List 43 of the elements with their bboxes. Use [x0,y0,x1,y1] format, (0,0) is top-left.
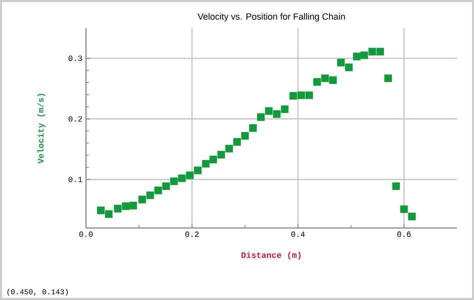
point [257,113,265,121]
y-axis-title: Velocity (m/s) [37,94,46,164]
point [178,174,186,182]
point [217,150,225,158]
point [154,186,162,194]
point [241,132,249,140]
point [384,74,392,82]
point [273,110,281,118]
point [376,48,384,56]
point [400,205,408,214]
point [265,107,273,115]
point [186,171,194,180]
x-axis-title: Distance (m) [242,252,301,260]
point [305,91,313,100]
point [114,204,122,212]
point [97,206,105,214]
point [249,124,257,132]
point [209,156,218,164]
point [194,166,202,174]
point [392,182,400,190]
point [280,105,289,114]
point [313,78,321,86]
point [297,91,305,100]
point [162,182,170,190]
point [104,210,113,218]
point [138,196,146,204]
point [353,52,361,60]
point [122,202,130,210]
point [202,160,210,168]
point [321,74,329,82]
point [146,191,154,200]
point [225,144,233,152]
chart-title: Velocity vs. Position for Falling Chain [198,13,345,22]
point [329,76,337,84]
point [233,138,241,146]
point [368,48,376,56]
point [345,64,353,72]
point [337,58,345,66]
point [360,51,368,60]
point [289,92,298,100]
point [170,178,178,186]
point [408,212,416,220]
point [129,202,137,210]
